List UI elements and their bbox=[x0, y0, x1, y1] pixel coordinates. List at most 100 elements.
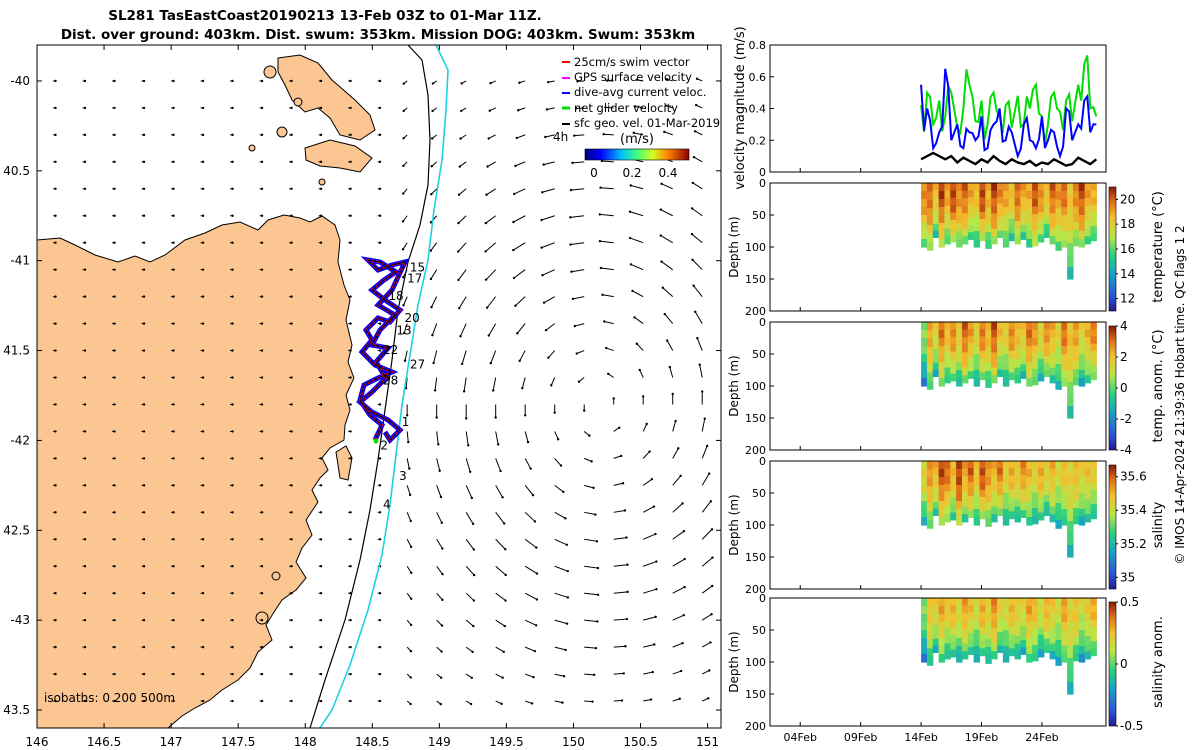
section-cell bbox=[1067, 322, 1074, 335]
section-cell bbox=[1026, 330, 1033, 339]
section-cell bbox=[944, 205, 951, 214]
section-cell bbox=[1061, 338, 1068, 347]
section-cell bbox=[944, 375, 951, 384]
current-vector bbox=[699, 364, 703, 378]
current-vector-head bbox=[710, 528, 714, 531]
section-cell bbox=[985, 354, 992, 364]
current-vector bbox=[495, 512, 505, 524]
section-cell bbox=[938, 338, 946, 347]
section-cell bbox=[997, 342, 1004, 350]
current-vector-head bbox=[526, 440, 530, 444]
current-vector-head bbox=[621, 482, 625, 485]
section-cell bbox=[973, 207, 981, 216]
current-vector-head bbox=[654, 615, 657, 619]
section-cell bbox=[973, 239, 981, 248]
current-vector-head bbox=[401, 248, 405, 251]
current-vector-head bbox=[83, 187, 87, 190]
section-cell bbox=[979, 211, 986, 220]
section-cell bbox=[1090, 197, 1097, 206]
section-cell bbox=[938, 606, 946, 615]
current-vector-head bbox=[113, 241, 116, 244]
current-vector-head bbox=[83, 699, 87, 703]
current-vector-head bbox=[502, 650, 505, 653]
current-vector-head bbox=[531, 493, 535, 497]
section-cell bbox=[944, 344, 951, 353]
section-cell bbox=[932, 508, 940, 516]
section-cell bbox=[1032, 345, 1039, 354]
section-cell bbox=[950, 620, 957, 629]
section-cell bbox=[1072, 515, 1080, 525]
section-cell bbox=[991, 499, 998, 508]
current-vector-head bbox=[260, 591, 264, 595]
section-cell bbox=[1090, 511, 1097, 520]
current-vector-head bbox=[231, 591, 234, 595]
section-cell bbox=[979, 511, 986, 520]
lon-tick-label: 149 bbox=[428, 735, 451, 749]
section-cell bbox=[1090, 211, 1097, 220]
current-vector bbox=[642, 423, 648, 432]
colorbar-tick-label: 20 bbox=[1120, 192, 1135, 206]
current-vector-head bbox=[575, 352, 578, 355]
current-vector-head bbox=[499, 469, 502, 473]
section-cell bbox=[1014, 483, 1021, 492]
current-vector-head bbox=[464, 417, 468, 420]
current-vector bbox=[630, 184, 644, 190]
section-cell bbox=[973, 322, 981, 331]
section-cell bbox=[985, 477, 992, 487]
section-cell bbox=[950, 212, 957, 221]
section-cell bbox=[1043, 645, 1051, 653]
section-cell bbox=[961, 322, 969, 331]
current-vector-head bbox=[401, 276, 405, 279]
section-cell bbox=[991, 491, 998, 500]
current-vector-head bbox=[487, 334, 490, 337]
section-cell bbox=[1078, 191, 1086, 200]
current-vector-field bbox=[53, 77, 714, 706]
section-cell bbox=[1043, 481, 1051, 489]
section-cell bbox=[932, 495, 940, 503]
current-vector bbox=[572, 296, 585, 300]
section-cell bbox=[1078, 199, 1086, 208]
tasmania-land bbox=[36, 54, 376, 729]
section-cell bbox=[1037, 461, 1045, 469]
section-cell bbox=[1084, 506, 1092, 515]
section-cell bbox=[1055, 191, 1062, 201]
current-vector-head bbox=[683, 557, 686, 561]
current-vector bbox=[701, 529, 713, 540]
section-cell bbox=[1043, 461, 1051, 469]
section-cell bbox=[950, 505, 957, 514]
section-cell bbox=[1043, 501, 1051, 510]
current-vector bbox=[485, 242, 497, 252]
current-vector bbox=[571, 269, 585, 273]
current-vector-head bbox=[649, 698, 653, 701]
section-cell bbox=[921, 354, 928, 363]
current-vector-head bbox=[648, 450, 651, 453]
current-vector-head bbox=[378, 672, 382, 676]
current-vector-head bbox=[319, 322, 323, 325]
current-vector bbox=[693, 156, 703, 163]
current-vector-head bbox=[378, 591, 382, 595]
current-vector-head bbox=[628, 210, 632, 213]
section-cell bbox=[991, 190, 998, 199]
section-cell bbox=[956, 630, 963, 639]
current-vector-head bbox=[349, 79, 352, 83]
current-vector-head bbox=[696, 336, 699, 340]
section-cell bbox=[956, 322, 963, 331]
current-vector bbox=[460, 323, 467, 337]
current-vector bbox=[613, 455, 622, 459]
current-vector-head bbox=[472, 548, 476, 551]
section-cell bbox=[921, 598, 928, 607]
section-cell bbox=[926, 347, 934, 357]
current-vector bbox=[584, 673, 595, 676]
current-vector-head bbox=[231, 538, 234, 541]
section-cell bbox=[997, 217, 1004, 225]
current-vector bbox=[495, 565, 507, 576]
current-vector-head bbox=[410, 571, 413, 575]
current-vector bbox=[541, 242, 555, 249]
current-vector bbox=[434, 377, 438, 391]
section-y-tick-label: 100 bbox=[745, 656, 766, 669]
current-vector bbox=[492, 377, 497, 391]
section-cell bbox=[1037, 344, 1045, 353]
section-cell bbox=[1032, 476, 1039, 486]
current-vector-head bbox=[349, 618, 352, 622]
section-cell bbox=[938, 614, 946, 623]
